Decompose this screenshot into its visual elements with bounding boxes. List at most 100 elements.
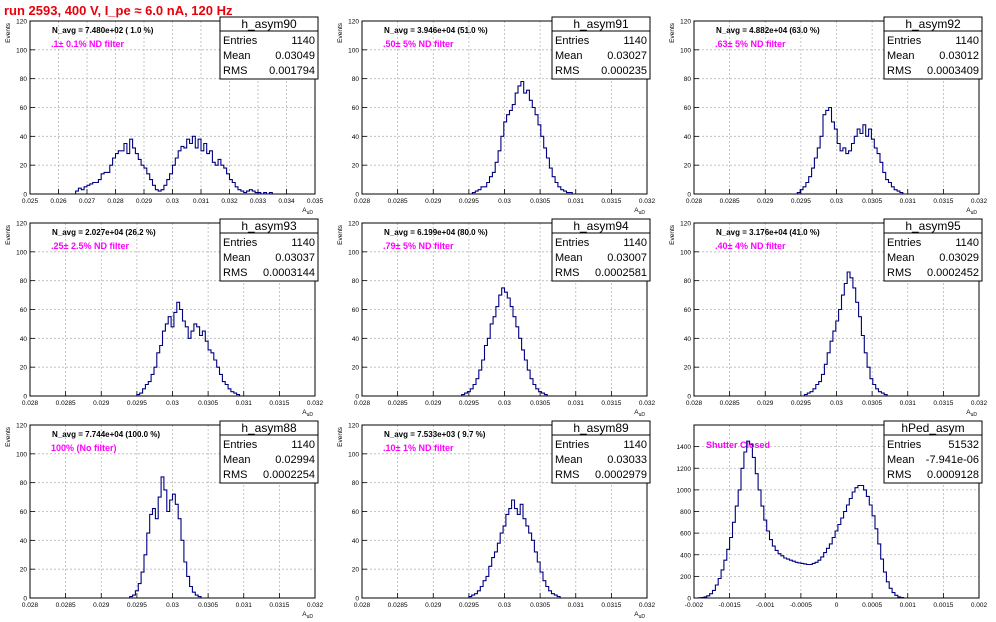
histogram-series [75, 135, 273, 195]
stats-value: 0.0002254 [263, 469, 315, 481]
filter-label: Shutter Closed [706, 440, 770, 450]
histogram-panel-h-asym94: 0.028 0.0285 0.029 0.0295 0.03 0.0305 0.031 0.0… [332, 218, 664, 420]
stats-value: 0.0003144 [263, 267, 315, 279]
stats-label: Mean [887, 454, 915, 466]
stats-box [219, 16, 319, 80]
navg-annotation: N_avg = 6.199e+04 (80.0 %) [384, 228, 488, 237]
x-tick-label: 0.031 [568, 198, 585, 205]
stats-label: Entries [555, 439, 590, 451]
y-tick-label: 200 [680, 574, 691, 581]
x-tick-label: 0.032 [971, 400, 988, 407]
x-tick-label: 0.028 [354, 198, 371, 205]
histogram-panel-h-asym88: 0.028 0.0285 0.029 0.0295 0.03 0.0305 0.031 0.0… [0, 420, 332, 622]
stats-label: RMS [223, 267, 247, 279]
stats-label: Mean [555, 50, 583, 62]
stats-label: Entries [223, 35, 258, 47]
x-tick-label: 0.0315 [933, 198, 953, 205]
x-tick-label: 0.03 [830, 198, 843, 205]
stats-box-title: h_asym93 [241, 219, 297, 233]
stats-label: RMS [555, 267, 579, 279]
stats-label: RMS [555, 65, 579, 77]
histogram-panel-h-asym93: 0.028 0.0285 0.029 0.0295 0.03 0.0305 0.031 0.0… [0, 218, 332, 420]
y-tick-label: 60 [352, 509, 360, 516]
x-tick-label: 0.002 [971, 602, 988, 609]
x-tick-label: 0.03 [498, 198, 511, 205]
stats-box-title: h_asym92 [905, 17, 961, 31]
x-tick-label: 0.0305 [530, 400, 550, 407]
y-tick-label: 20 [352, 163, 360, 170]
histogram-panel-h-asym92: 0.028 0.0285 0.029 0.0295 0.03 0.0305 0.031 0.0… [664, 16, 996, 218]
navg-annotation: N_avg = 3.176e+04 (41.0 %) [716, 228, 820, 237]
y-tick-label: 80 [20, 76, 28, 83]
x-tick-label: 0.0285 [56, 400, 76, 407]
y-tick-label: 1000 [677, 487, 692, 494]
histogram-panel-h-asym89: 0.028 0.0285 0.029 0.0295 0.03 0.0305 0.031 0.0… [332, 420, 664, 622]
x-tick-label: 0.031 [900, 198, 917, 205]
y-tick-label: 0 [355, 596, 359, 603]
y-tick-label: 80 [352, 76, 360, 83]
histogram-series [803, 271, 888, 396]
y-tick-label: 80 [684, 278, 692, 285]
x-tick-label: 0.0305 [530, 198, 550, 205]
x-tick-label: 0.0305 [862, 400, 882, 407]
histogram-series [461, 287, 548, 396]
x-tick-label: 0.031 [193, 198, 210, 205]
y-tick-label: 80 [352, 480, 360, 487]
y-tick-label: 60 [684, 307, 692, 314]
y-tick-label: 120 [16, 423, 27, 430]
stats-value: 1140 [291, 237, 315, 249]
x-tick-label: 0.029 [757, 198, 774, 205]
navg-annotation: N_avg = 7.744e+04 (100.0 %) [52, 430, 160, 439]
stats-value: 1140 [623, 237, 647, 249]
stats-value: 0.03049 [275, 50, 315, 62]
y-tick-label: 20 [20, 163, 28, 170]
x-tick-label: 0.031 [900, 400, 917, 407]
x-tick-label: 0.028 [22, 400, 39, 407]
x-tick-label: 0.0315 [601, 602, 621, 609]
histogram-panel-h-asym91: 0.028 0.0285 0.029 0.0295 0.03 0.0305 0.031 0.0… [332, 16, 664, 218]
stats-value: 0.0002452 [927, 267, 979, 279]
x-tick-label: 0.0015 [933, 602, 953, 609]
stats-box-title: hPed_asym [901, 421, 964, 435]
x-tick-label: 0.034 [278, 198, 295, 205]
x-tick-label: 0.0305 [530, 602, 550, 609]
y-axis-title: Events [337, 22, 344, 43]
x-tick-label: 0.001 [900, 602, 917, 609]
x-tick-label: 0.028 [22, 602, 39, 609]
y-tick-label: 100 [680, 249, 691, 256]
y-tick-label: 40 [20, 336, 28, 343]
canvas-title: run 2593, 400 V, I_pe ≈ 6.0 nA, 120 Hz [4, 3, 233, 18]
stats-label: Mean [887, 50, 915, 62]
navg-annotation: N_avg = 7.480e+02 ( 1.0 %) [52, 26, 154, 35]
x-tick-label: 0.025 [22, 198, 39, 205]
x-tick-label: 0.032 [639, 602, 656, 609]
x-axis-title: AuD [302, 611, 313, 620]
stats-label: Entries [555, 237, 590, 249]
y-tick-label: 80 [20, 480, 28, 487]
x-axis-title-subscript: uD [971, 412, 978, 418]
x-tick-label: 0.0315 [269, 400, 289, 407]
stats-box [883, 218, 983, 282]
y-tick-label: 100 [348, 47, 359, 54]
y-axis-title: Events [5, 22, 12, 43]
y-tick-label: 20 [684, 163, 692, 170]
y-tick-label: 120 [16, 221, 27, 228]
stats-label: Mean [887, 252, 915, 264]
y-tick-label: 80 [20, 278, 28, 285]
x-tick-label: 0.03 [166, 602, 179, 609]
y-tick-label: 40 [684, 336, 692, 343]
x-tick-label: 0.03 [498, 602, 511, 609]
stats-value: 1140 [291, 439, 315, 451]
y-tick-label: 400 [680, 552, 691, 559]
y-tick-label: 0 [23, 394, 27, 401]
x-tick-label: 0.031 [568, 602, 585, 609]
y-axis-title: Events [337, 224, 344, 245]
x-axis-title: AuD [966, 409, 977, 418]
x-tick-label: 0.0285 [720, 198, 740, 205]
x-tick-label: 0.029 [93, 400, 110, 407]
histogram-svg: 0.028 0.0285 0.029 0.0295 0.03 0.0305 0.031 0.0… [669, 16, 988, 216]
stats-label: Mean [223, 50, 251, 62]
stats-value: -7.941e-06 [926, 454, 979, 466]
stats-value: 0.03033 [607, 454, 647, 466]
stats-box-title: h_asym89 [573, 421, 629, 435]
